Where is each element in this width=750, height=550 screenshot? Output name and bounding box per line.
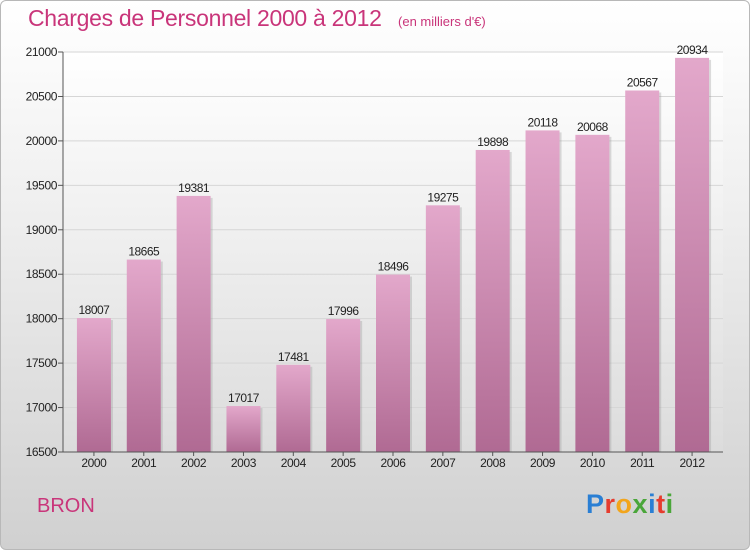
bar: [675, 57, 710, 452]
y-tick-label: 19000: [26, 223, 58, 237]
city-name: BRON: [37, 495, 95, 517]
x-tick-label: 2011: [630, 456, 655, 470]
x-tick-label: 2005: [331, 456, 357, 470]
y-tick-label: 17000: [26, 401, 58, 415]
logo-letter: o: [615, 489, 633, 519]
y-tick-label: 17500: [26, 356, 58, 370]
y-tick-label: 20000: [26, 134, 58, 148]
data-label: 19275: [427, 190, 459, 204]
bar: [326, 319, 361, 452]
y-tick-label: 20500: [26, 89, 58, 103]
chart-subtitle: (en milliers d'€): [398, 14, 486, 29]
x-tick-label: 2007: [430, 456, 456, 470]
bar: [575, 134, 610, 452]
bar: [625, 90, 660, 452]
y-tick-label: 19500: [26, 178, 58, 192]
chart-title-block: Charges de Personnel 2000 à 2012 (en mil…: [28, 5, 486, 32]
bar: [76, 318, 111, 452]
bar: [475, 149, 510, 452]
bar: [226, 406, 261, 452]
y-tick-label: 18500: [26, 267, 58, 281]
data-label: 18496: [378, 260, 410, 274]
data-label: 19381: [178, 181, 210, 195]
logo-letter: i: [648, 489, 657, 519]
x-tick-label: 2010: [580, 456, 606, 470]
y-tick-label: 18000: [26, 312, 58, 326]
x-tick-label: 2004: [281, 456, 307, 470]
logo-letter: P: [586, 489, 605, 519]
x-tick-label: 2000: [81, 456, 107, 470]
data-label: 17481: [278, 350, 310, 364]
bar: [176, 195, 211, 452]
data-label: 20934: [677, 43, 709, 57]
x-tick-label: 2006: [380, 456, 406, 470]
data-label: 18665: [128, 245, 160, 259]
bar: [376, 274, 410, 452]
logo-letter: x: [632, 489, 649, 519]
y-tick-label: 21000: [26, 45, 58, 59]
data-label: 20567: [627, 75, 659, 89]
data-label: 17996: [328, 304, 360, 318]
logo-letter: i: [665, 489, 674, 519]
data-label: 17017: [228, 391, 260, 405]
data-label: 19898: [477, 135, 509, 149]
logo-letter: t: [656, 489, 666, 519]
x-tick-label: 2012: [680, 456, 706, 470]
data-label: 20118: [528, 115, 559, 129]
logo-letter: r: [604, 489, 616, 519]
x-tick-label: 2002: [181, 456, 207, 470]
x-tick-label: 2009: [530, 456, 556, 470]
chart-title: Charges de Personnel 2000 à 2012: [28, 5, 382, 31]
x-tick-label: 2003: [231, 456, 257, 470]
y-tick-label: 16500: [26, 445, 58, 459]
bar: [276, 364, 311, 452]
bar: [425, 205, 460, 452]
x-tick-label: 2008: [480, 456, 506, 470]
proxiti-logo: Proxiti: [586, 489, 674, 520]
data-label: 18007: [78, 303, 110, 317]
bar: [126, 259, 161, 452]
x-tick-label: 2001: [131, 456, 157, 470]
data-label: 20068: [577, 120, 609, 134]
bar: [525, 130, 560, 452]
